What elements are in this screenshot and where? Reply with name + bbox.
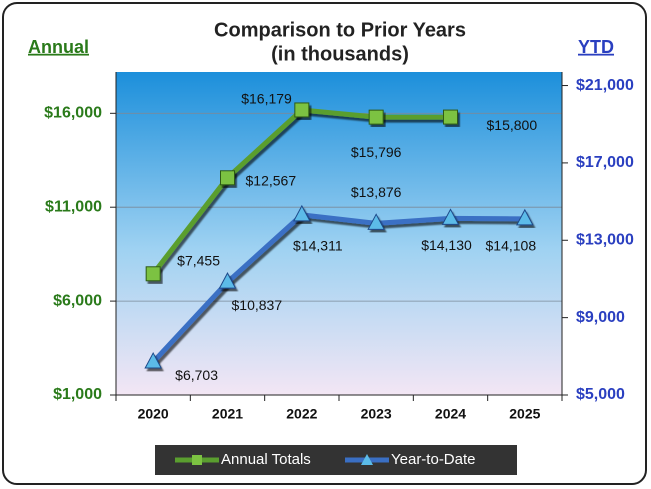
legend-label: Annual Totals xyxy=(221,451,311,468)
legend-label: Year-to-Date xyxy=(391,451,476,468)
data-label: $6,703 xyxy=(175,367,218,383)
data-label: $10,837 xyxy=(232,297,283,313)
data-point xyxy=(144,351,163,369)
data-label: $15,796 xyxy=(351,144,402,160)
data-label: $14,311 xyxy=(293,238,343,254)
y2-tick-label: $17,000 xyxy=(576,154,634,171)
y2-axis-label: YTD xyxy=(578,37,614,57)
data-point xyxy=(292,204,311,222)
data-point xyxy=(145,266,161,282)
chart-title: Comparison to Prior Years xyxy=(214,19,466,41)
data-label: $15,800 xyxy=(487,117,538,133)
data-label: $14,130 xyxy=(421,237,472,253)
data-point xyxy=(367,213,386,230)
y2-tick-label: $5,000 xyxy=(576,386,625,403)
data-point xyxy=(294,102,310,118)
y-tick-label: $6,000 xyxy=(53,292,102,309)
data-point xyxy=(220,170,235,186)
data-point xyxy=(368,109,384,125)
data-point xyxy=(218,272,237,289)
data-point xyxy=(443,109,458,125)
x-tick-label: 2021 xyxy=(212,406,243,422)
data-label: $12,567 xyxy=(246,172,297,188)
x-tick-label: 2023 xyxy=(361,406,392,422)
y-tick-label: $11,000 xyxy=(45,198,102,215)
plot-area xyxy=(116,72,562,395)
y2-tick-label: $21,000 xyxy=(576,77,634,94)
y-tick-label: $1,000 xyxy=(53,386,102,403)
x-tick-label: 2022 xyxy=(286,406,317,422)
data-point xyxy=(441,208,460,225)
x-tick-label: 2025 xyxy=(509,406,540,422)
legend-marker xyxy=(361,454,373,465)
data-label: $13,876 xyxy=(351,184,402,200)
y-tick-label: $16,000 xyxy=(44,105,102,122)
series-line xyxy=(151,212,525,364)
data-label: $7,455 xyxy=(177,252,220,268)
x-tick-label: 2020 xyxy=(138,406,169,422)
y2-tick-label: $9,000 xyxy=(576,309,625,326)
y-axis-label: Annual xyxy=(28,37,89,57)
y2-tick-label: $13,000 xyxy=(576,231,634,248)
chart-subtitle: (in thousands) xyxy=(271,43,409,65)
data-label: $14,108 xyxy=(486,238,537,254)
data-point xyxy=(515,208,534,226)
data-label: $16,179 xyxy=(241,91,292,107)
legend-marker xyxy=(192,455,202,465)
x-tick-label: 2024 xyxy=(435,406,466,422)
